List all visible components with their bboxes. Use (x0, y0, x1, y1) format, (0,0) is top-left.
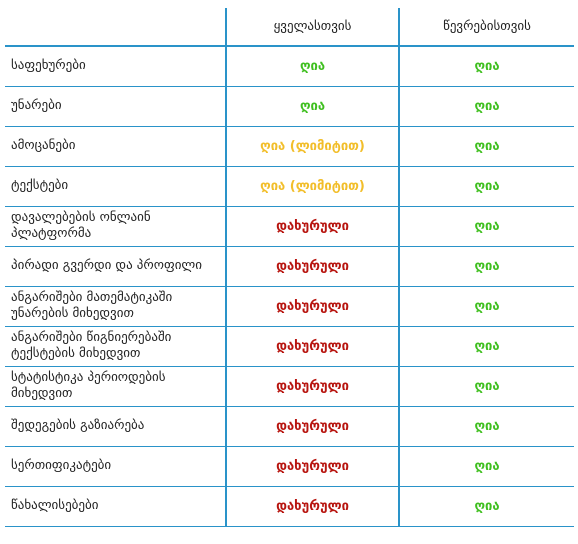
feature-name: სტატისტიკა პერიოდების მიხედვით (5, 366, 226, 407)
feature-name: პირადი გვერდი და პროფილი (5, 246, 226, 287)
status-all: ღია (ლიმიტით) (225, 166, 399, 207)
status-members: ღია (398, 86, 574, 127)
feature-name: წახალისებები (5, 486, 226, 527)
header-row: ყველასთვის წევრებისთვის (5, 8, 574, 47)
table-row: ანგარიშები მათემატიკაში უნარების მიხედვი… (5, 286, 574, 327)
status-all: დახურული (225, 286, 399, 327)
status-members: ღია (398, 406, 574, 447)
status-all: დახურული (225, 406, 399, 447)
header-all: ყველასთვის (225, 8, 399, 47)
status-members: ღია (398, 46, 574, 87)
status-members: ღია (398, 446, 574, 487)
table-row: წახალისებები დახურული ღია (5, 486, 574, 527)
table-row: ამოცანები ღია (ლიმიტით) ღია (5, 126, 574, 167)
status-members: ღია (398, 326, 574, 367)
table-row: უნარები ღია ღია (5, 86, 574, 127)
status-all: დახურული (225, 366, 399, 407)
status-all: დახურული (225, 486, 399, 527)
status-members: ღია (398, 366, 574, 407)
feature-name: ამოცანები (5, 126, 226, 167)
feature-name: ანგარიშები წიგნიერებაში ტექსტების მიხედვ… (5, 326, 226, 367)
feature-name: ანგარიშები მათემატიკაში უნარების მიხედვი… (5, 286, 226, 327)
status-members: ღია (398, 246, 574, 287)
status-all: დახურული (225, 206, 399, 247)
table-row: დავალებების ონლაინ პლატფორმა დახურული ღია (5, 206, 574, 247)
table-row: პირადი გვერდი და პროფილი დახურული ღია (5, 246, 574, 287)
table-row: საფეხურები ღია ღია (5, 46, 574, 87)
table-row: სტატისტიკა პერიოდების მიხედვით დახურული ღი… (5, 366, 574, 407)
status-members: ღია (398, 166, 574, 207)
table-row: ანგარიშები წიგნიერებაში ტექსტების მიხედვ… (5, 326, 574, 367)
feature-name: შედეგების გაზიარება (5, 406, 226, 447)
status-all: ღია (ლიმიტით) (225, 126, 399, 167)
status-all: ღია (225, 46, 399, 87)
table-row: სერთიფიკატები დახურული ღია (5, 446, 574, 487)
table-row: ტექსტები ღია (ლიმიტით) ღია (5, 166, 574, 207)
status-all: დახურული (225, 246, 399, 287)
status-all: დახურული (225, 446, 399, 487)
access-comparison-table: ყველასთვის წევრებისთვის საფეხურები ღია ღია… (5, 8, 574, 527)
status-members: ღია (398, 286, 574, 327)
status-members: ღია (398, 206, 574, 247)
status-members: ღია (398, 486, 574, 527)
header-members: წევრებისთვის (398, 8, 574, 47)
feature-name: უნარები (5, 86, 226, 127)
feature-name: დავალებების ონლაინ პლატფორმა (5, 206, 226, 247)
table-row: შედეგების გაზიარება დახურული ღია (5, 406, 574, 447)
feature-name: ტექსტები (5, 166, 226, 207)
status-all: დახურული (225, 326, 399, 367)
status-members: ღია (398, 126, 574, 167)
status-all: ღია (225, 86, 399, 127)
feature-name: საფეხურები (5, 46, 226, 87)
header-feature (5, 8, 226, 47)
feature-name: სერთიფიკატები (5, 446, 226, 487)
